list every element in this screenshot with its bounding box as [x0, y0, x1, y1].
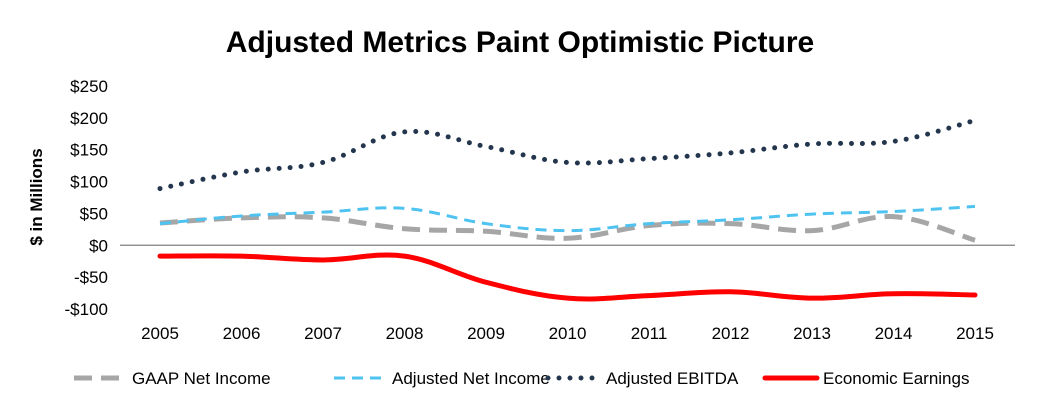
- y-axis-title: $ in Millions: [27, 148, 46, 245]
- y-tick-label: $100: [70, 173, 108, 192]
- y-tick-label: $0: [89, 236, 108, 255]
- x-axis-ticks: 2005 2006 2007 2008 2009 2010 2011 2012 2013 2014…: [141, 324, 994, 343]
- x-tick-label: 2013: [793, 324, 831, 343]
- y-tick-label: $50: [80, 204, 108, 223]
- x-tick-label: 2008: [386, 324, 424, 343]
- x-tick-label: 2006: [223, 324, 261, 343]
- x-tick-label: 2015: [956, 324, 994, 343]
- series-line-adjusted-ebitda: [157, 117, 978, 192]
- x-tick-label: 2009: [467, 324, 505, 343]
- x-tick-label: 2005: [141, 324, 179, 343]
- series-line-gaap-net-income: [159, 214, 976, 243]
- legend-label-adjusted-net-income: Adjusted Net Income: [392, 369, 550, 388]
- legend-label-gaap-net-income: GAAP Net Income: [132, 369, 271, 388]
- y-tick-label: $200: [70, 109, 108, 128]
- legend: GAAP Net Income Adjusted Net Income Adjust…: [74, 369, 969, 388]
- x-tick-label: 2010: [549, 324, 587, 343]
- legend-label-economic-earnings: Economic Earnings: [823, 369, 969, 388]
- series-lines: [157, 117, 978, 302]
- y-tick-label: -$100: [65, 300, 108, 319]
- chart-title: Adjusted Metrics Paint Optimistic Pictur…: [226, 26, 814, 59]
- legend-label-adjusted-ebitda: Adjusted EBITDA: [606, 369, 739, 388]
- y-axis-ticks: $250 $200 $150 $100 $50 $0 -$50 -$100: [65, 77, 108, 319]
- series-line-economic-earnings: [157, 252, 978, 302]
- x-tick-label: 2014: [875, 324, 913, 343]
- x-tick-label: 2011: [631, 324, 668, 343]
- x-tick-label: 2007: [304, 324, 342, 343]
- y-tick-label: $150: [70, 141, 108, 160]
- y-tick-label: -$50: [74, 268, 108, 287]
- y-tick-label: $250: [70, 77, 108, 96]
- x-tick-label: 2012: [712, 324, 750, 343]
